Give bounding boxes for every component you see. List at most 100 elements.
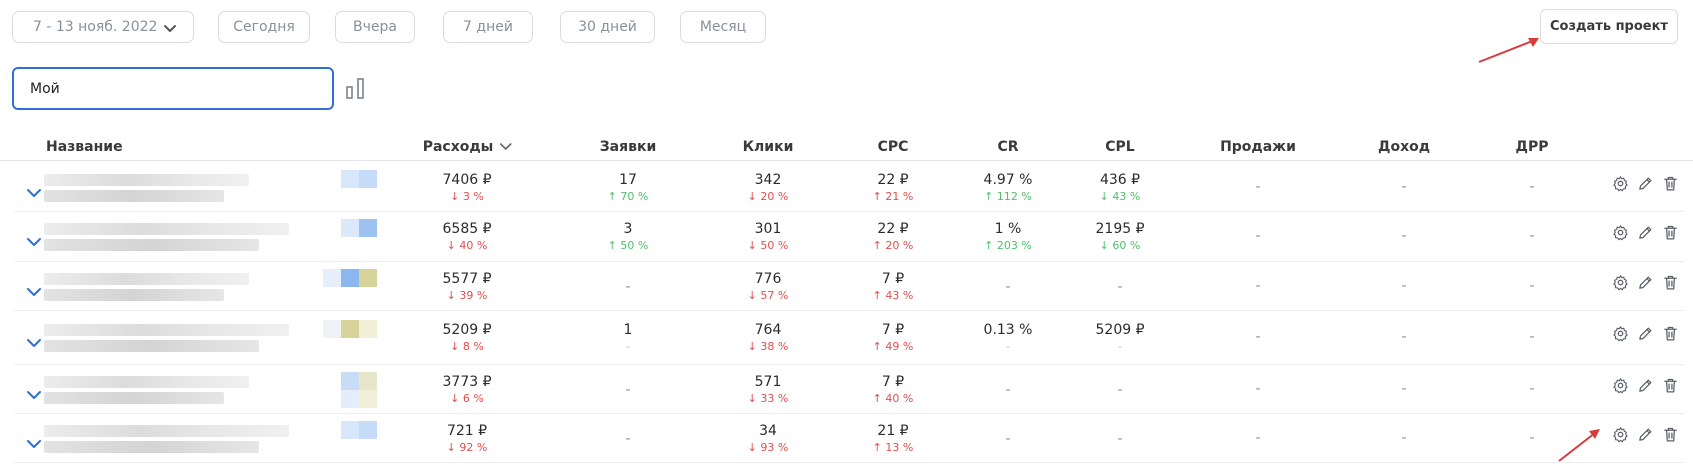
source-color-swatch	[359, 169, 377, 188]
source-color-swatch	[359, 320, 377, 338]
date-range-picker[interactable]: 7 - 13 нояб. 2022	[12, 11, 194, 43]
row-actions	[1612, 224, 1679, 245]
cell-cpl-value: -	[1117, 430, 1123, 447]
expand-row-chevron-down-icon[interactable]	[26, 435, 42, 448]
cell-cpl-value: 436 ₽	[1099, 171, 1141, 188]
cell-drr-value: -	[1529, 380, 1535, 397]
expand-row-chevron-down-icon[interactable]	[26, 233, 42, 246]
period-today-button[interactable]: Сегодня	[218, 11, 310, 43]
cell-cpl-delta: ↓ 43 %	[1099, 189, 1141, 203]
source-color-swatch	[341, 389, 359, 408]
create-project-button[interactable]: Создать проект	[1540, 9, 1678, 44]
pencil-icon[interactable]	[1637, 224, 1654, 245]
cell-cpc-delta: ↑ 40 %	[872, 391, 914, 405]
cell-cr: 4.97 % ↑ 112 %	[984, 171, 1033, 204]
period-30-days-button[interactable]: 30 дней	[560, 11, 655, 43]
cell-cpl-value: -	[1117, 381, 1123, 398]
project-name-redacted	[44, 173, 249, 186]
cell-clicks: 34 ↓ 93 %	[748, 422, 789, 455]
column-header-name[interactable]: Название	[46, 139, 123, 155]
cell-sales-value: -	[1255, 380, 1261, 397]
source-color-swatch	[341, 320, 359, 338]
project-subtitle-redacted	[44, 440, 259, 453]
cell-leads-value: -	[625, 381, 631, 398]
source-color-swatch	[359, 389, 377, 408]
period-7-days-button[interactable]: 7 дней	[443, 11, 533, 43]
trash-icon[interactable]	[1662, 224, 1679, 245]
cell-sales-value: -	[1255, 228, 1261, 244]
period-month-button[interactable]: Месяц	[680, 11, 766, 43]
table-row[interactable]: 6585 ₽ ↓ 40 % 3 ↑ 50 % 301 ↓ 50 % 22 ₽ ↑ 20 % 1 …	[14, 212, 1684, 262]
cell-leads: 17 ↑ 70 %	[608, 171, 649, 204]
cell-cpl: 5209 ₽ -	[1096, 321, 1145, 354]
expand-row-chevron-down-icon[interactable]	[26, 283, 42, 296]
column-header-income[interactable]: Доход	[1377, 139, 1431, 155]
cell-income-value: -	[1401, 329, 1407, 345]
cell-drr-value: -	[1529, 429, 1535, 446]
table-row[interactable]: 5577 ₽ ↓ 39 % - 776 ↓ 57 % 7 ₽ ↑ 43 % - - - - -	[14, 262, 1684, 311]
pencil-icon[interactable]	[1637, 377, 1654, 398]
cell-cpc-value: 22 ₽	[877, 221, 909, 237]
cell-spend-delta: ↓ 6 %	[450, 391, 484, 405]
column-header-leads[interactable]: Заявки	[599, 139, 657, 155]
cell-clicks-value: 776	[754, 270, 782, 287]
project-name-redacted	[44, 324, 289, 336]
gear-icon[interactable]	[1612, 175, 1629, 196]
column-header-sales[interactable]: Продажи	[1220, 139, 1296, 155]
cell-income-value: -	[1401, 429, 1407, 446]
search-input[interactable]	[12, 67, 334, 110]
column-header-clicks[interactable]: Клики	[742, 139, 794, 155]
cell-income-value: -	[1401, 380, 1407, 397]
table-row[interactable]: 7406 ₽ ↓ 3 % 17 ↑ 70 % 342 ↓ 20 % 22 ₽ ↑ 21 % 4.…	[14, 163, 1684, 212]
trash-icon[interactable]	[1662, 325, 1679, 346]
cell-clicks-delta: ↓ 38 %	[747, 340, 789, 353]
cell-spend: 5577 ₽ ↓ 39 %	[443, 270, 492, 303]
source-color-swatch	[341, 219, 359, 237]
gear-icon[interactable]	[1612, 426, 1629, 447]
expand-row-chevron-down-icon[interactable]	[26, 184, 42, 197]
cell-cpl: 2195 ₽ ↓ 60 %	[1096, 220, 1145, 253]
trash-icon[interactable]	[1662, 175, 1679, 196]
period-yesterday-button[interactable]: Вчера	[335, 11, 415, 43]
cell-clicks: 342 ↓ 20 %	[748, 171, 789, 204]
cell-clicks-delta: ↓ 33 %	[747, 391, 789, 405]
chevron-down-icon	[499, 143, 512, 151]
trash-icon[interactable]	[1662, 377, 1679, 398]
cell-sales-value: -	[1255, 277, 1261, 294]
gear-icon[interactable]	[1612, 224, 1629, 245]
expand-row-chevron-down-icon[interactable]	[26, 334, 42, 347]
cell-spend-value: 3773 ₽	[442, 373, 492, 390]
row-actions	[1612, 325, 1679, 346]
pencil-icon[interactable]	[1637, 175, 1654, 196]
pencil-icon[interactable]	[1637, 325, 1654, 346]
cell-leads: -	[625, 430, 630, 448]
table-row[interactable]: 5209 ₽ ↓ 8 % 1-764 ↓ 38 % 7 ₽ ↑ 49 % 0.13 % -52…	[14, 311, 1684, 365]
cell-cpl: -	[1117, 430, 1122, 448]
table-row[interactable]: 3773 ₽ ↓ 6 % - 571 ↓ 33 % 7 ₽ ↑ 40 % - - - - -	[14, 365, 1684, 414]
column-header-drr[interactable]: ДРР	[1515, 139, 1549, 155]
trash-icon[interactable]	[1662, 426, 1679, 447]
table-row[interactable]: 721 ₽ ↓ 92 % - 34 ↓ 93 % 21 ₽ ↑ 13 % - - - - -	[14, 414, 1684, 463]
cell-cpc-value: 7 ₽	[881, 270, 905, 287]
cell-cpc-delta: ↑ 21 %	[872, 189, 914, 203]
expand-row-chevron-down-icon[interactable]	[26, 386, 42, 399]
pencil-icon[interactable]	[1637, 274, 1654, 295]
cell-cr-value: -	[1005, 278, 1011, 295]
cell-leads: -	[625, 278, 630, 296]
column-header-cr[interactable]: CR	[997, 139, 1019, 155]
bar-chart-icon[interactable]	[346, 77, 366, 99]
gear-icon[interactable]	[1612, 377, 1629, 398]
column-header-cpl[interactable]: CPL	[1105, 139, 1135, 155]
gear-icon[interactable]	[1612, 325, 1629, 346]
trash-icon[interactable]	[1662, 274, 1679, 295]
cell-cr: 0.13 % -	[984, 321, 1033, 354]
gear-icon[interactable]	[1612, 274, 1629, 295]
project-name-redacted	[44, 272, 249, 285]
cell-spend: 7406 ₽ ↓ 3 %	[443, 171, 492, 204]
project-subtitle-redacted	[44, 340, 259, 352]
chevron-down-icon	[164, 25, 176, 32]
pencil-icon[interactable]	[1637, 426, 1654, 447]
column-header-spend[interactable]: Расходы	[423, 139, 512, 155]
cell-clicks-delta: ↓ 57 %	[747, 288, 789, 302]
column-header-cpc[interactable]: CPC	[877, 139, 909, 155]
